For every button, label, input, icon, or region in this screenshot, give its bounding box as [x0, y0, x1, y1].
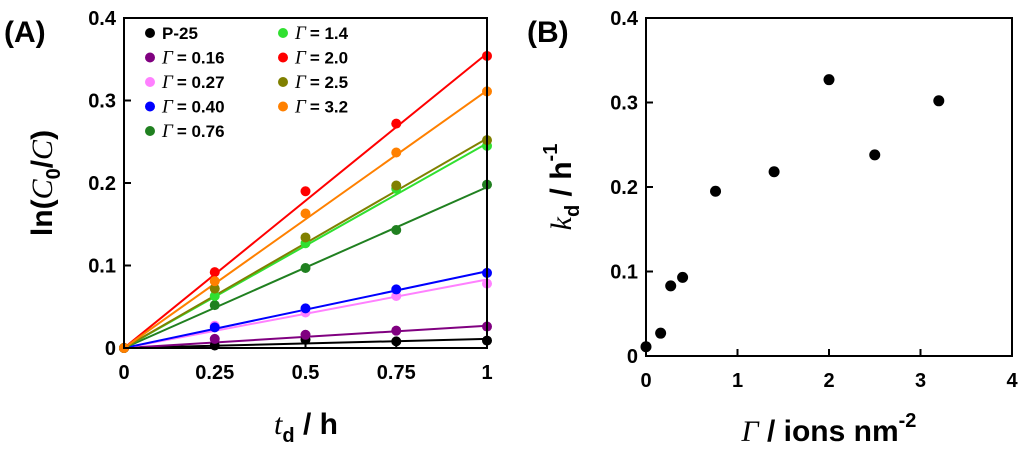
x-tick-label: 4 [1006, 370, 1018, 392]
data-point-series-6 [300, 186, 311, 197]
legend-item: Γ = 3.2 [278, 97, 348, 118]
y-tick-label: 0.1 [610, 262, 638, 284]
legend-marker [278, 52, 288, 63]
legend-label: Γ = 2.0 [294, 48, 348, 69]
legend-label: Γ = 0.27 [161, 72, 225, 93]
legend-label: Γ = 0.40 [161, 97, 225, 118]
y-tick-label: 0.4 [88, 8, 117, 30]
y-tick-label: 0 [627, 346, 638, 368]
legend-marker [145, 28, 155, 38]
legend-item: Γ = 0.40 [145, 97, 225, 118]
panel-a-chart: (A) 0 0.25 0.5 0.75 1 0 0.1 0.2 0.3 0.4 P-25 Γ = 0.… [4, 8, 493, 447]
data-point [768, 166, 780, 178]
legend-marker [145, 101, 155, 112]
legend-marker [145, 52, 155, 63]
x-tick-label: 0.5 [292, 362, 320, 384]
data-point-series-4 [209, 300, 220, 311]
data-point [665, 280, 677, 292]
data-point-series-6 [209, 267, 220, 278]
panel-b-frame [645, 17, 1013, 357]
x-tick-label: 1 [481, 362, 492, 384]
legend-item: Γ = 2.0 [278, 48, 348, 69]
panel-b-y-axis-label: kd / h-1 [540, 144, 584, 231]
panel-b-x-axis-label: Γ / ions nm-2 [741, 410, 917, 448]
data-point-series-7 [391, 180, 402, 191]
legend-item: P-25 [145, 24, 198, 43]
legend-label: P-25 [162, 24, 198, 43]
panel-b-label: (B) [527, 16, 569, 49]
data-point-series-8 [209, 276, 220, 287]
panel-b-chart: (B) 0 1 2 3 4 0 0.1 0.2 0.3 0.4 kd / h-1 Γ / ions… [527, 8, 1018, 448]
x-tick-label: 0.75 [377, 362, 416, 384]
x-tick-label: 3 [915, 370, 926, 392]
data-point [823, 74, 835, 86]
panel-a-y-axis-label: ln(C0/C) [26, 130, 65, 236]
y-tick-label: 0.3 [610, 93, 638, 115]
y-tick-label: 0.4 [610, 8, 639, 30]
data-point-series-4 [391, 225, 402, 236]
legend-label: Γ = 2.5 [294, 72, 348, 93]
x-tick-label: 0 [118, 362, 129, 384]
data-point-series-3 [300, 303, 311, 314]
legend-label: Γ = 1.4 [294, 23, 349, 44]
y-tick-label: 0.1 [88, 256, 116, 278]
y-tick-label: 0.2 [610, 177, 638, 199]
data-point-series-5 [209, 291, 220, 302]
data-point-series-7 [209, 283, 220, 294]
data-point-series-8 [391, 147, 402, 158]
legend-label: Γ = 0.76 [161, 121, 225, 142]
data-point [677, 271, 689, 283]
legend-item: Γ = 0.27 [145, 72, 225, 93]
legend-marker [145, 126, 155, 136]
data-point-series-1 [209, 333, 220, 344]
x-tick-label: 2 [823, 370, 834, 392]
legend-marker [145, 77, 155, 87]
data-point [710, 185, 722, 197]
panel-a-legend: P-25 Γ = 0.16 Γ = 0.27 Γ = 0.40 Γ = 0.76 Γ = 1.4 Γ =… [145, 23, 349, 142]
legend-item: Γ = 0.16 [145, 48, 225, 69]
legend-label: Γ = 3.2 [294, 97, 348, 118]
data-point-series-1 [391, 325, 402, 336]
legend-marker [278, 101, 288, 112]
x-tick-label: 1 [732, 370, 743, 392]
x-tick-label: 0.25 [195, 362, 234, 384]
y-tick-label: 0.2 [88, 173, 116, 195]
legend-item: Γ = 0.76 [145, 121, 225, 142]
data-point-series-3 [391, 284, 402, 295]
data-point-series-1 [300, 329, 311, 340]
y-tick-label: 0 [105, 338, 116, 360]
legend-marker [278, 28, 288, 38]
data-point-series-6 [391, 118, 402, 129]
data-point-series-0 [391, 336, 402, 347]
panel-a-label: (A) [4, 16, 46, 49]
data-point [655, 327, 667, 339]
legend-marker [278, 77, 288, 87]
legend-item: Γ = 1.4 [278, 23, 349, 44]
legend-item: Γ = 2.5 [278, 72, 348, 93]
panel-a-frame [123, 17, 488, 349]
data-point-series-4 [300, 262, 311, 273]
legend-label: Γ = 0.16 [161, 48, 225, 69]
data-point-series-8 [300, 208, 311, 219]
data-point [933, 95, 945, 107]
data-point-series-3 [209, 322, 220, 333]
data-point-series-7 [300, 232, 311, 243]
x-tick-label: 0 [640, 370, 651, 392]
data-point [869, 149, 881, 161]
fit-line-series-8 [123, 89, 488, 349]
fit-line-series-6 [123, 52, 488, 349]
panel-a-x-axis-label: td / h [274, 408, 338, 447]
y-tick-label: 0.3 [88, 91, 116, 113]
